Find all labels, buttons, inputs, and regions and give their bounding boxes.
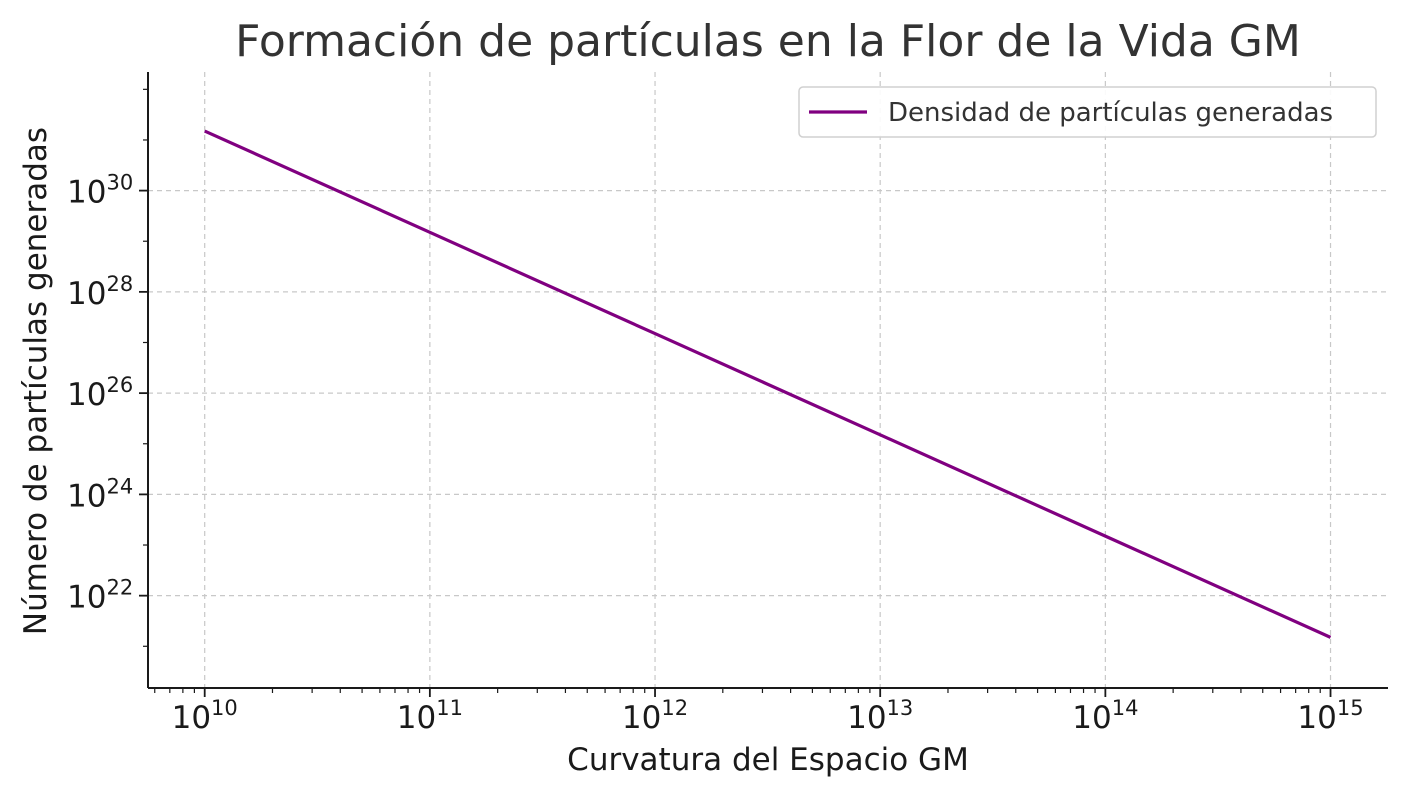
legend: Densidad de partículas generadas bbox=[798, 86, 1377, 138]
x-tick-exponent: 14 bbox=[1112, 696, 1139, 720]
y-tick-base: 10 bbox=[67, 580, 106, 616]
x-tick-label: 1011 bbox=[397, 696, 463, 736]
grid bbox=[148, 72, 1388, 688]
y-tick-label: 1030 bbox=[67, 171, 133, 211]
series-line bbox=[204, 129, 1332, 639]
x-tick-exponent: 11 bbox=[436, 696, 463, 720]
x-tick-base: 10 bbox=[397, 700, 436, 736]
y-tick-base: 10 bbox=[67, 276, 106, 312]
x-tick-exponent: 15 bbox=[1337, 696, 1364, 720]
y-tick-base: 10 bbox=[67, 478, 106, 514]
y-tick-label: 1026 bbox=[67, 373, 133, 413]
y-tick-exponent: 22 bbox=[106, 576, 133, 600]
y-tick-base: 10 bbox=[67, 175, 106, 211]
legend-label: Densidad de partículas generadas bbox=[888, 98, 1333, 128]
x-tick-base: 10 bbox=[172, 700, 211, 736]
x-tick-label: 1010 bbox=[172, 696, 238, 736]
x-axis-label: Curvatura del Espacio GM bbox=[567, 742, 969, 778]
x-axis-ticks: 1010 1011 1012 1013 1014 1015 bbox=[154, 688, 1364, 736]
x-tick-label: 1015 bbox=[1297, 696, 1363, 736]
y-tick-label: 1024 bbox=[67, 474, 133, 514]
x-tick-label: 1012 bbox=[622, 696, 688, 736]
x-tick-base: 10 bbox=[1297, 700, 1336, 736]
legend-box bbox=[798, 86, 1377, 138]
y-tick-label: 1028 bbox=[67, 272, 133, 312]
x-tick-exponent: 12 bbox=[661, 696, 688, 720]
x-tick-base: 10 bbox=[622, 700, 661, 736]
x-tick-label: 1014 bbox=[1072, 696, 1138, 736]
y-axis-label: Número de partículas generadas bbox=[18, 127, 54, 635]
axes bbox=[147, 72, 1388, 689]
y-tick-exponent: 24 bbox=[106, 474, 133, 498]
x-tick-base: 10 bbox=[847, 700, 886, 736]
chart-title: Formación de partículas en la Flor de la… bbox=[235, 16, 1301, 67]
y-tick-exponent: 30 bbox=[106, 171, 133, 195]
x-tick-exponent: 10 bbox=[211, 696, 238, 720]
y-tick-base: 10 bbox=[67, 377, 106, 413]
x-tick-base: 10 bbox=[1072, 700, 1111, 736]
y-tick-label: 1022 bbox=[67, 576, 133, 616]
y-tick-exponent: 26 bbox=[106, 373, 133, 397]
y-tick-exponent: 28 bbox=[106, 272, 133, 296]
series-layer bbox=[204, 129, 1332, 639]
x-tick-exponent: 13 bbox=[887, 696, 914, 720]
x-tick-label: 1013 bbox=[847, 696, 913, 736]
